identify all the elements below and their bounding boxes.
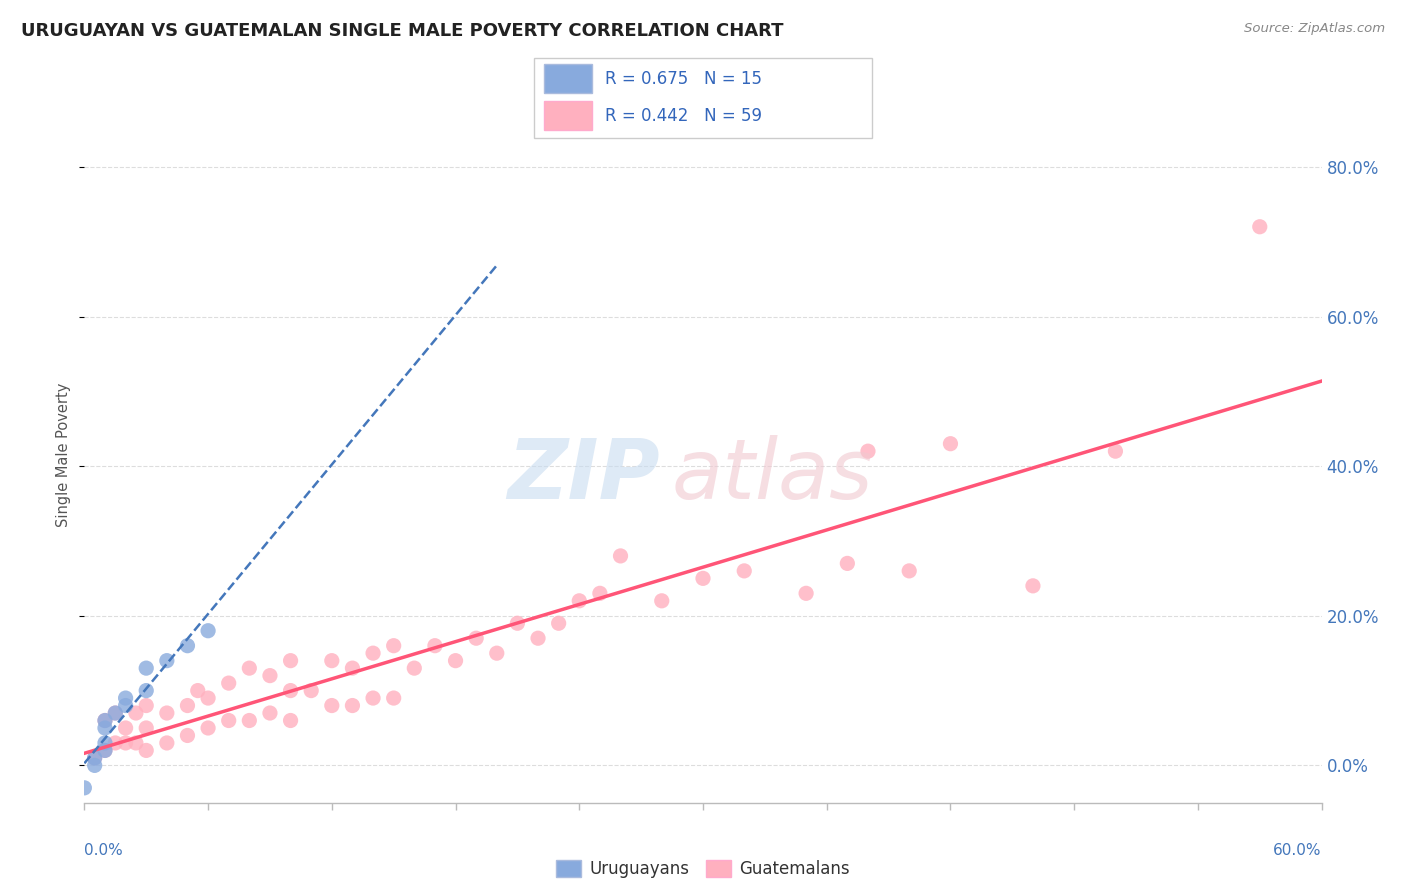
Point: [114, 721, 136, 735]
Point: [83, 751, 105, 765]
Legend: Uruguayans, Guatemalans: Uruguayans, Guatemalans: [550, 854, 856, 885]
Point: [280, 654, 302, 668]
Point: [135, 721, 157, 735]
FancyBboxPatch shape: [544, 64, 592, 94]
Point: [547, 616, 569, 631]
Point: [939, 436, 962, 450]
Point: [135, 743, 157, 757]
Point: [187, 683, 209, 698]
Point: [83, 758, 105, 772]
Point: [382, 639, 405, 653]
Point: [361, 646, 384, 660]
Point: [361, 691, 384, 706]
Point: [444, 654, 467, 668]
Point: [299, 683, 322, 698]
Point: [125, 706, 148, 720]
Point: [135, 683, 157, 698]
Point: [342, 661, 364, 675]
Point: [104, 736, 127, 750]
Point: [94, 721, 117, 735]
Point: [197, 721, 219, 735]
Point: [73, 780, 96, 795]
Point: [156, 736, 179, 750]
Text: 0.0%: 0.0%: [84, 843, 124, 858]
FancyBboxPatch shape: [534, 58, 872, 138]
Point: [280, 714, 302, 728]
Point: [1104, 444, 1126, 458]
Text: ZIP: ZIP: [508, 435, 659, 516]
Text: R = 0.442   N = 59: R = 0.442 N = 59: [605, 107, 762, 125]
Point: [1022, 579, 1045, 593]
Point: [382, 691, 405, 706]
Point: [733, 564, 755, 578]
Point: [485, 646, 508, 660]
Text: R = 0.675   N = 15: R = 0.675 N = 15: [605, 70, 762, 87]
Point: [609, 549, 631, 563]
Point: [176, 729, 198, 743]
Point: [589, 586, 612, 600]
Point: [94, 743, 117, 757]
Point: [83, 751, 105, 765]
Point: [794, 586, 817, 600]
Point: [197, 691, 219, 706]
Point: [94, 714, 117, 728]
Point: [465, 631, 488, 645]
Point: [321, 654, 343, 668]
Point: [94, 714, 117, 728]
Y-axis label: Single Male Poverty: Single Male Poverty: [56, 383, 72, 527]
Point: [104, 706, 127, 720]
Point: [423, 639, 446, 653]
Point: [104, 706, 127, 720]
Text: 60.0%: 60.0%: [1274, 843, 1322, 858]
Point: [259, 706, 281, 720]
Point: [404, 661, 426, 675]
Point: [837, 557, 859, 571]
Point: [125, 736, 148, 750]
Point: [898, 564, 921, 578]
Point: [238, 661, 260, 675]
Point: [506, 616, 529, 631]
Point: [259, 668, 281, 682]
Point: [176, 639, 198, 653]
Point: [692, 571, 714, 585]
Point: [1249, 219, 1271, 234]
Point: [135, 661, 157, 675]
Point: [321, 698, 343, 713]
FancyBboxPatch shape: [544, 102, 592, 130]
Point: [568, 594, 591, 608]
Point: [527, 631, 550, 645]
Point: [114, 698, 136, 713]
Point: [280, 683, 302, 698]
Point: [856, 444, 879, 458]
Point: [156, 706, 179, 720]
Point: [156, 654, 179, 668]
Text: URUGUAYAN VS GUATEMALAN SINGLE MALE POVERTY CORRELATION CHART: URUGUAYAN VS GUATEMALAN SINGLE MALE POVE…: [21, 22, 783, 40]
Text: atlas: atlas: [672, 435, 873, 516]
Point: [135, 698, 157, 713]
Point: [176, 698, 198, 713]
Point: [218, 714, 240, 728]
Point: [94, 736, 117, 750]
Point: [114, 736, 136, 750]
Point: [238, 714, 260, 728]
Point: [342, 698, 364, 713]
Text: Source: ZipAtlas.com: Source: ZipAtlas.com: [1244, 22, 1385, 36]
Point: [197, 624, 219, 638]
Point: [94, 743, 117, 757]
Point: [218, 676, 240, 690]
Point: [114, 691, 136, 706]
Point: [651, 594, 673, 608]
